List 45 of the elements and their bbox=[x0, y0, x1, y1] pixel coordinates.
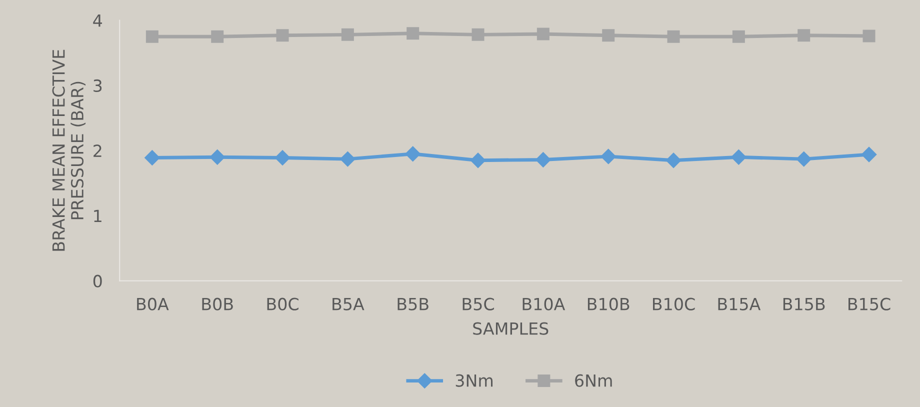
point bbox=[602, 29, 615, 42]
x-tick-label: B5C bbox=[462, 298, 494, 310]
point bbox=[470, 152, 486, 168]
x-tick-label: B5B bbox=[398, 298, 428, 310]
point bbox=[340, 151, 356, 167]
x-tick-label: B0C bbox=[267, 298, 298, 310]
y-tick-label: 2 bbox=[94, 144, 102, 157]
x-tick-label: B10B bbox=[588, 298, 630, 310]
point bbox=[274, 150, 290, 166]
x-tick-label: B10C bbox=[653, 298, 695, 310]
point bbox=[862, 30, 876, 42]
point bbox=[536, 28, 550, 40]
x-tick-label: B0A bbox=[137, 298, 169, 310]
point bbox=[472, 28, 484, 41]
x-tick-label: B5A bbox=[332, 298, 364, 310]
x-tick-label: B15B bbox=[783, 298, 825, 310]
point bbox=[405, 146, 420, 162]
y-tick-label: 3 bbox=[94, 79, 102, 92]
point bbox=[600, 148, 616, 164]
y-tick-label: 4 bbox=[93, 14, 102, 27]
point bbox=[146, 30, 158, 43]
point bbox=[211, 30, 224, 43]
point bbox=[732, 30, 745, 43]
point bbox=[798, 29, 810, 42]
point bbox=[406, 27, 420, 40]
x-tick-label: B0B bbox=[202, 298, 233, 310]
legend-label: 3Nm bbox=[456, 374, 493, 387]
y-axis-title: BRAKE MEAN EFFECTIVE PRESSURE (BAR) bbox=[52, 50, 86, 251]
point bbox=[536, 152, 551, 168]
point bbox=[796, 151, 812, 167]
point bbox=[341, 28, 354, 41]
point bbox=[861, 146, 877, 162]
point bbox=[731, 150, 746, 165]
y-tick-label: 0 bbox=[93, 274, 102, 288]
point bbox=[276, 29, 289, 42]
legend-label: 6Nm bbox=[575, 374, 612, 387]
point bbox=[210, 150, 225, 165]
point bbox=[144, 150, 160, 166]
x-axis-title: SAMPLES bbox=[473, 322, 548, 335]
y-tick-label: 1 bbox=[94, 210, 102, 222]
x-tick-label: B15A bbox=[718, 298, 761, 310]
x-tick-label: B15C bbox=[848, 298, 890, 310]
point bbox=[667, 30, 680, 43]
x-tick-label: B10A bbox=[522, 298, 566, 310]
point bbox=[666, 152, 682, 168]
